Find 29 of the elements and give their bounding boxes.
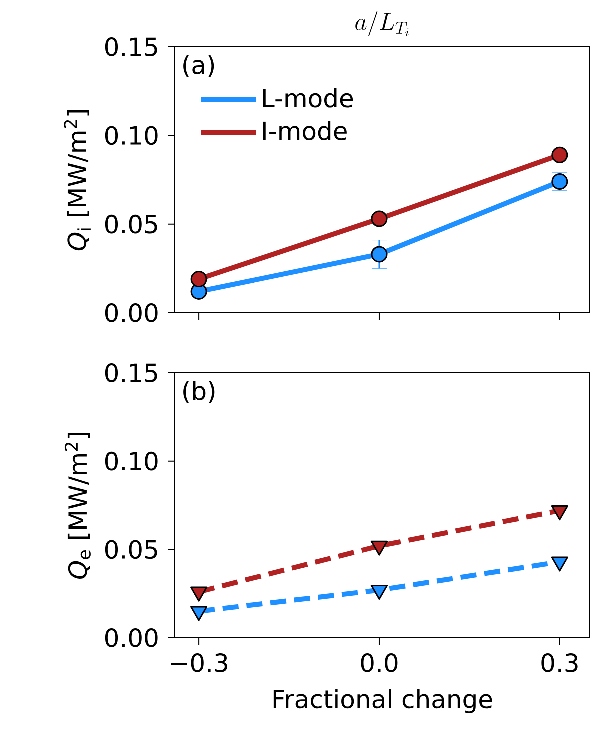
- point: [370, 540, 388, 556]
- x-tick-label: 0.3: [542, 654, 578, 672]
- y-tick-label: 0.15: [105, 38, 158, 56]
- y-tick-label: 0.00: [105, 304, 158, 322]
- y-axis-title: Q$_{e}$ [MW/m$^{2}$]: [64, 433, 91, 580]
- point: [371, 246, 388, 263]
- point: [551, 506, 568, 521]
- point: [371, 210, 388, 228]
- point: [370, 585, 388, 600]
- y-axis-title: Q$_{i}$ [MW/m$^{2}$]: [64, 110, 91, 251]
- legend-label: I-mode: [263, 121, 347, 141]
- chart-title: $a/L_{T_i}$: [356, 12, 409, 37]
- point: [190, 606, 208, 622]
- y-tick-label: 0.05: [105, 214, 158, 234]
- y-tick-label: 0.15: [105, 364, 158, 382]
- legend-label: L-mode: [263, 88, 354, 108]
- annotation: (a): [184, 55, 214, 78]
- x-tick-label: −0.3: [171, 654, 228, 672]
- point: [190, 586, 208, 602]
- point: [552, 146, 568, 164]
- y-tick-label: 0.05: [105, 540, 158, 560]
- point: [190, 271, 208, 288]
- y-tick-label: 0.10: [105, 452, 158, 471]
- y-tick-label: 0.00: [105, 628, 158, 648]
- x-axis-title: Fractional change: [274, 689, 492, 714]
- point: [551, 556, 568, 572]
- y-tick-label: 0.10: [105, 126, 158, 146]
- annotation: (b): [184, 381, 215, 404]
- x-tick-label: 0.0: [361, 654, 398, 672]
